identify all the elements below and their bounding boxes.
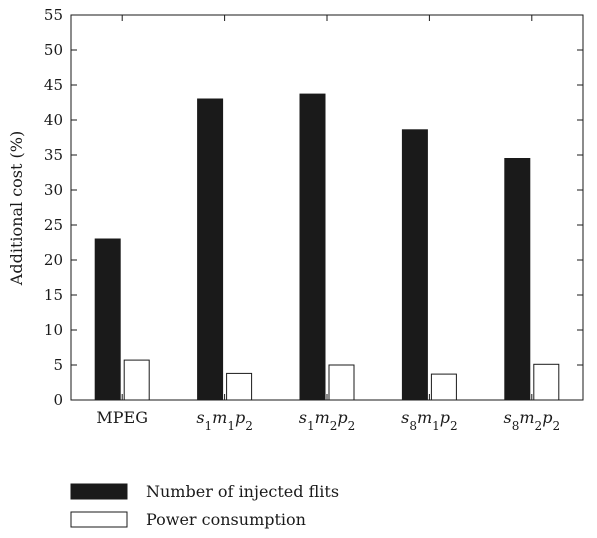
y-tick-label: 30 <box>44 181 63 199</box>
bars <box>94 93 560 401</box>
y-tick-label: 10 <box>44 321 63 339</box>
bar-power-consumption <box>533 363 560 401</box>
y-tick-label: 25 <box>44 216 63 234</box>
bar-power-consumption <box>328 364 355 401</box>
y-tick-label: 15 <box>44 286 63 304</box>
bar-injected-flits <box>197 98 224 401</box>
bar-injected-flits <box>94 238 121 401</box>
bar-power-consumption <box>226 372 253 401</box>
axis-labels: MPEG s1m1p2 s1m2p2 s8m1p2 s8m2p2 <box>96 408 560 433</box>
legend-swatch-power-consumption <box>70 511 128 528</box>
axes: 0 5 10 15 20 25 30 35 40 45 50 55 <box>44 6 584 409</box>
bar-injected-flits <box>401 129 428 401</box>
x-tick-label: s1m1p2 <box>196 408 253 433</box>
bar-injected-flits <box>504 158 531 401</box>
y-tick-label: 35 <box>44 146 63 164</box>
legend-swatch-injected-flits <box>70 483 128 500</box>
x-tick-label: s1m2p2 <box>299 408 356 433</box>
y-tick-label: 0 <box>53 391 63 409</box>
x-tick-label: s8m1p2 <box>401 408 458 433</box>
y-tick-label: 20 <box>44 251 63 269</box>
bar-power-consumption <box>123 359 150 401</box>
legend-label-power-consumption: Power consumption <box>146 510 306 529</box>
bar-injected-flits <box>299 93 326 401</box>
legend: Number of injected flits Power consumptio… <box>70 482 339 529</box>
bar-power-consumption <box>430 373 457 401</box>
x-tick-label: MPEG <box>96 408 148 427</box>
y-tick-label: 5 <box>53 356 63 374</box>
y-tick-label: 55 <box>44 6 63 24</box>
x-tick-label: s8m2p2 <box>504 408 561 433</box>
y-tick-label: 40 <box>44 111 63 129</box>
y-tick-label: 45 <box>44 76 63 94</box>
legend-label-injected-flits: Number of injected flits <box>146 482 339 501</box>
y-axis-title: Additional cost (%) <box>7 131 26 286</box>
y-tick-label: 50 <box>44 41 63 59</box>
